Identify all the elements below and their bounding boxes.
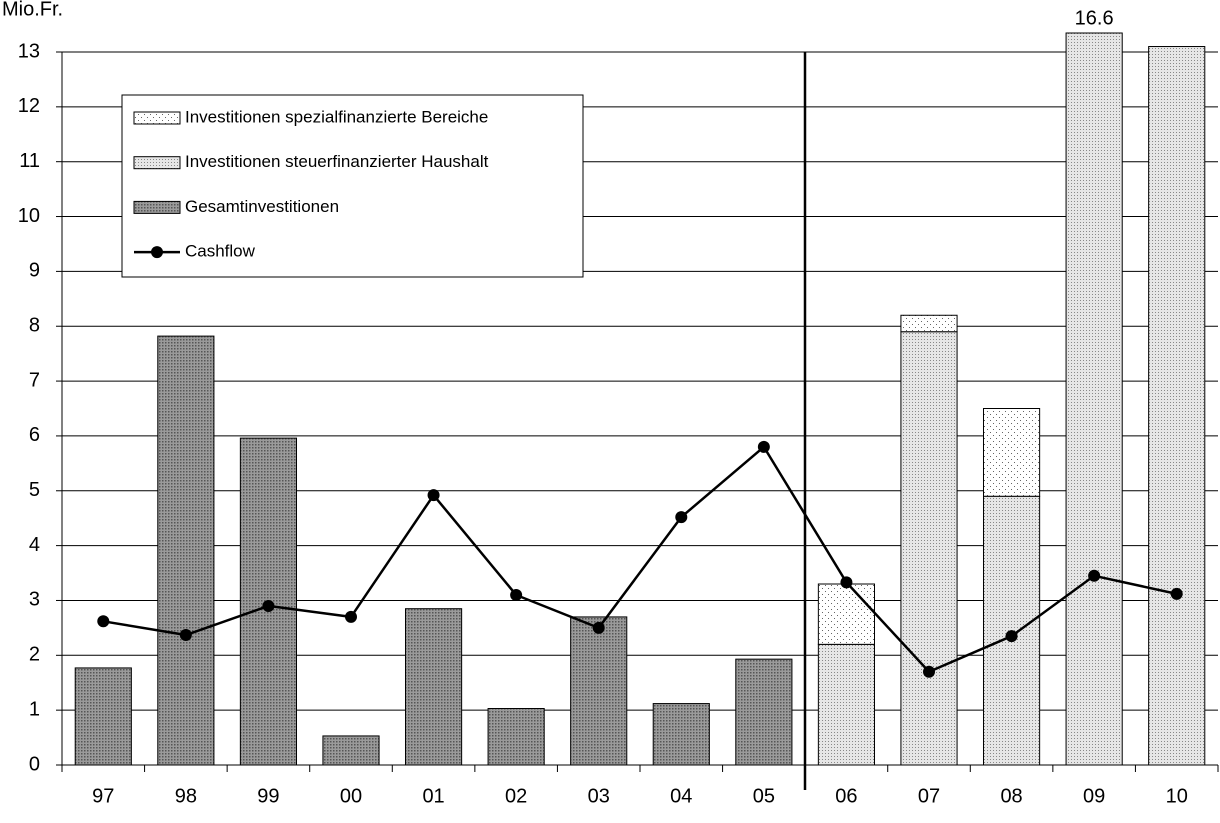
y-tick-label: 4 bbox=[29, 534, 40, 556]
line-point bbox=[510, 588, 523, 601]
bar bbox=[817, 643, 876, 766]
legend-label: Gesamtinvestitionen bbox=[185, 197, 339, 216]
x-tick-label: 02 bbox=[505, 785, 527, 807]
bar bbox=[735, 658, 793, 766]
y-tick-label: 0 bbox=[29, 753, 40, 775]
legend-label: Investitionen spezialfinanzierte Bereich… bbox=[185, 107, 488, 126]
legend-swatch bbox=[133, 200, 181, 214]
bar bbox=[1148, 46, 1206, 766]
bar bbox=[570, 616, 628, 766]
line-point bbox=[1170, 587, 1183, 600]
bar bbox=[900, 331, 958, 766]
line-point bbox=[840, 576, 853, 589]
legend-swatch bbox=[151, 246, 163, 259]
bar-label: 16.6 bbox=[1075, 7, 1114, 29]
y-tick-label: 5 bbox=[29, 479, 40, 501]
bar bbox=[652, 703, 710, 766]
line-point bbox=[675, 511, 688, 524]
line-point bbox=[592, 621, 605, 634]
y-tick-label: 1 bbox=[29, 698, 40, 720]
y-tick-label: 8 bbox=[29, 315, 40, 337]
y-tick-label: 12 bbox=[18, 95, 40, 117]
line-point bbox=[97, 615, 110, 628]
legend-label: Cashflow bbox=[185, 242, 256, 261]
line-point bbox=[262, 599, 275, 612]
x-tick-label: 99 bbox=[257, 785, 279, 807]
bar bbox=[322, 735, 380, 766]
x-tick-label: 97 bbox=[92, 785, 114, 807]
line-point bbox=[1088, 569, 1101, 582]
y-axis-label: Mio.Fr. bbox=[2, 0, 63, 20]
y-tick-label: 9 bbox=[29, 260, 40, 282]
y-tick-label: 6 bbox=[29, 424, 40, 446]
x-tick-label: 00 bbox=[340, 785, 362, 807]
legend-label: Investitionen steuerfinanzierter Haushal… bbox=[185, 152, 489, 171]
x-tick-label: 10 bbox=[1166, 785, 1188, 807]
bar bbox=[487, 708, 545, 766]
bar bbox=[404, 608, 463, 766]
x-tick-label: 07 bbox=[918, 785, 940, 807]
legend bbox=[121, 94, 584, 278]
y-tick-label: 7 bbox=[29, 369, 40, 391]
line-point bbox=[757, 440, 770, 453]
legend-swatch bbox=[133, 111, 181, 125]
x-tick-label: 06 bbox=[835, 785, 857, 807]
y-tick-label: 10 bbox=[18, 205, 40, 227]
bar bbox=[1065, 32, 1123, 766]
line-point bbox=[923, 665, 935, 678]
x-tick-label: 05 bbox=[753, 785, 775, 807]
x-tick-label: 04 bbox=[670, 785, 692, 807]
line-point bbox=[179, 629, 192, 642]
line bbox=[103, 444, 1177, 674]
x-tick-label: 03 bbox=[588, 785, 610, 807]
line-point bbox=[1005, 630, 1018, 643]
bar bbox=[157, 335, 215, 766]
y-tick-label: 2 bbox=[29, 644, 40, 666]
bar bbox=[900, 314, 958, 333]
x-tick-label: 01 bbox=[422, 785, 444, 807]
line-point bbox=[427, 489, 440, 502]
bar bbox=[982, 408, 1041, 497]
x-tick-label: 09 bbox=[1083, 785, 1105, 807]
line-point bbox=[345, 610, 357, 623]
bar bbox=[74, 667, 132, 766]
x-tick-label: 08 bbox=[1000, 785, 1022, 807]
bar bbox=[817, 583, 876, 645]
x-tick-label: 98 bbox=[175, 785, 197, 807]
y-tick-label: 13 bbox=[18, 40, 40, 62]
y-tick-label: 11 bbox=[19, 150, 40, 172]
legend-swatch bbox=[133, 156, 181, 170]
y-tick-label: 3 bbox=[29, 589, 40, 611]
